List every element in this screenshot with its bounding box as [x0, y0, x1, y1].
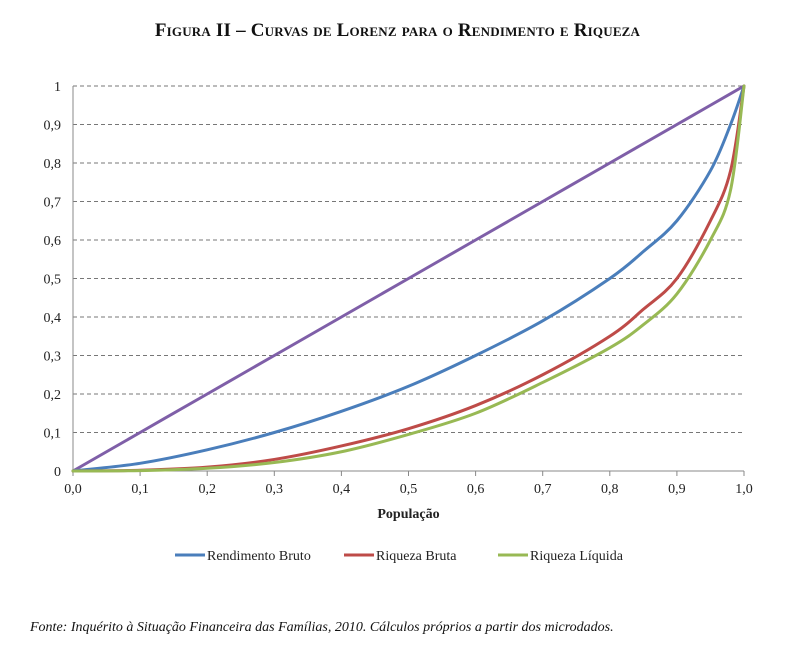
series-line-riqueza-l-quida	[71, 84, 746, 473]
legend-label-riqueza-l-quida: Riqueza Líquida	[530, 549, 624, 564]
y-tick-labels: 0 0,1 0,2 0,3 0,4 0,5 0,6 0,7 0,8 0,9 1	[44, 80, 62, 480]
x-tick-label: 1,0	[735, 482, 753, 497]
chart-area: 0 0,1 0,2 0,3 0,4 0,5 0,6 0,7 0,8 0,9 1 0,0 0,1 0,2 0…	[20, 68, 775, 578]
y-tick-label: 0,8	[44, 157, 62, 172]
series-line-rendimento-bruto	[71, 84, 746, 473]
x-axis-title: População	[377, 507, 439, 522]
y-tick-label: 0,2	[44, 388, 62, 403]
y-tick-label: 0,5	[44, 273, 62, 288]
y-tick-label: 0,9	[44, 119, 62, 134]
x-tick-label: 0,6	[467, 482, 485, 497]
legend-label-rendimento-bruto: Rendimento Bruto	[207, 549, 311, 564]
gridlines	[73, 85, 744, 433]
legend-label-riqueza-bruta: Riqueza Bruta	[376, 549, 457, 564]
y-tick-label: 0,3	[44, 350, 62, 365]
source-note: Fonte: Inquérito à Situação Financeira d…	[30, 620, 614, 635]
series-lines	[71, 84, 746, 473]
series-line-equality	[71, 84, 746, 473]
x-tick-label: 0,1	[131, 482, 149, 497]
x-tick-label: 0,2	[198, 482, 216, 497]
x-tick-label: 0,8	[601, 482, 619, 497]
y-tick-label: 0,7	[44, 196, 62, 211]
y-tick-label: 0,6	[44, 234, 62, 249]
x-tick-label: 0,4	[333, 482, 351, 497]
y-tick-label: 0,4	[44, 311, 62, 326]
y-tick-label: 0,1	[44, 427, 62, 442]
x-tick-labels: 0,0 0,1 0,2 0,3 0,4 0,5 0,6 0,7 0,8 0,9 1,0	[64, 482, 753, 497]
x-tick-label: 0,5	[400, 482, 418, 497]
lorenz-chart: 00,10,20,30,40,50,60,70,80,91 0,0 0,1 0,2 0…	[44, 80, 753, 564]
legend: Rendimento Bruto Riqueza Bruta Riqueza Líq…	[175, 549, 624, 564]
axes	[72, 86, 745, 476]
x-tick-label: 0,9	[668, 482, 686, 497]
x-tick-label: 0,7	[534, 482, 552, 497]
y-tick-label: 0	[54, 465, 61, 480]
x-tick-label: 0,3	[266, 482, 284, 497]
x-tick-label: 0,0	[64, 482, 82, 497]
y-tick-label: 1	[54, 80, 61, 95]
figure-title: Figura II – Curvas de Lorenz para o Rend…	[154, 20, 641, 41]
